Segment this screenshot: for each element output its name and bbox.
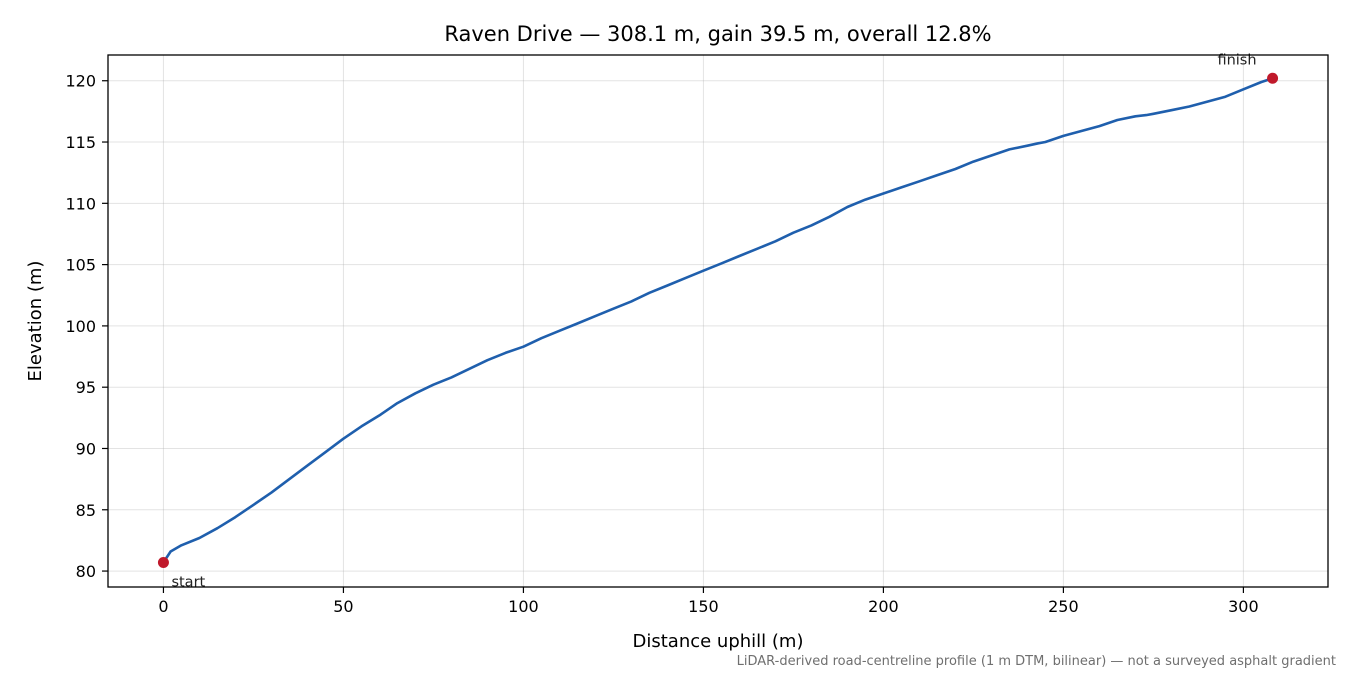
start-label: start — [171, 574, 205, 590]
grid — [108, 55, 1328, 587]
start-marker — [157, 556, 169, 568]
y-tick-label: 85 — [76, 501, 96, 520]
x-axis-label: Distance uphill (m) — [633, 631, 804, 652]
y-tick-label: 90 — [76, 439, 96, 458]
x-tick-label: 250 — [1048, 597, 1079, 616]
series-layer — [162, 77, 1274, 564]
plot-frame — [107, 54, 1329, 588]
ticks: 0 50 100 150 200 250 300 80 85 90 95 100 105 110 115 12… — [65, 72, 1258, 616]
x-tick-label: 100 — [508, 597, 539, 616]
x-tick-label: 150 — [688, 597, 719, 616]
y-tick-label: 110 — [65, 194, 96, 213]
y-tick-label: 120 — [65, 72, 96, 91]
footnote: LiDAR-derived road-centreline profile (1… — [737, 654, 1336, 669]
y-tick-label: 105 — [65, 256, 96, 275]
finish-marker — [1267, 72, 1279, 84]
elevation-series-line — [162, 77, 1274, 564]
y-tick-label: 95 — [76, 378, 96, 397]
y-tick-label: 100 — [65, 317, 96, 336]
finish-label: finish — [1217, 52, 1256, 68]
x-tick-label: 300 — [1228, 597, 1259, 616]
x-tick-label: 0 — [158, 597, 168, 616]
y-tick-label: 115 — [65, 133, 96, 152]
y-tick-label: 80 — [76, 562, 96, 581]
x-tick-label: 200 — [868, 597, 899, 616]
x-tick-label: 50 — [333, 597, 353, 616]
y-axis-label: Elevation (m) — [25, 261, 46, 382]
chart-title: Raven Drive — 308.1 m, gain 39.5 m, over… — [444, 22, 991, 46]
